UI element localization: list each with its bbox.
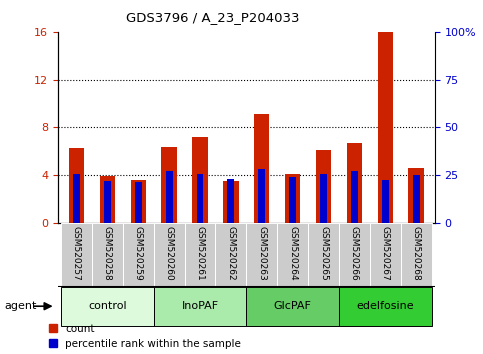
Bar — [378, 32, 393, 223]
Bar — [409, 168, 424, 223]
Text: GSM520258: GSM520258 — [103, 226, 112, 281]
Bar — [161, 147, 177, 223]
Bar — [99, 176, 115, 223]
Bar — [401, 223, 432, 287]
Bar — [370, 223, 401, 287]
Bar — [166, 171, 172, 223]
Text: GDS3796 / A_23_P204033: GDS3796 / A_23_P204033 — [126, 11, 299, 24]
Text: control: control — [88, 301, 127, 311]
Text: GSM520267: GSM520267 — [381, 226, 390, 281]
Bar — [215, 223, 246, 287]
Text: GSM520266: GSM520266 — [350, 226, 359, 281]
Bar — [316, 150, 331, 223]
Bar — [351, 171, 358, 223]
Bar — [130, 180, 146, 223]
Legend: count, percentile rank within the sample: count, percentile rank within the sample — [49, 324, 241, 349]
Bar — [185, 223, 215, 287]
Bar — [135, 182, 142, 223]
Text: agent: agent — [5, 301, 37, 311]
Bar — [285, 174, 300, 223]
Text: GSM520265: GSM520265 — [319, 226, 328, 281]
Bar — [382, 180, 389, 223]
Bar — [154, 287, 246, 326]
Text: GSM520262: GSM520262 — [227, 226, 235, 281]
Bar — [192, 137, 208, 223]
Bar — [320, 174, 327, 223]
Bar — [61, 223, 92, 287]
Bar — [339, 287, 432, 326]
Bar — [246, 223, 277, 287]
Bar — [197, 174, 203, 223]
Bar — [104, 181, 111, 223]
Text: GSM520268: GSM520268 — [412, 226, 421, 281]
Bar — [61, 287, 154, 326]
Text: InoPAF: InoPAF — [182, 301, 219, 311]
Bar — [92, 223, 123, 287]
Text: GSM520260: GSM520260 — [165, 226, 173, 281]
Bar — [246, 287, 339, 326]
Bar — [289, 177, 296, 223]
Bar — [308, 223, 339, 287]
Text: edelfosine: edelfosine — [356, 301, 414, 311]
Text: GSM520261: GSM520261 — [196, 226, 204, 281]
Text: GSM520264: GSM520264 — [288, 226, 297, 281]
Text: GSM520259: GSM520259 — [134, 226, 143, 281]
Text: GlcPAF: GlcPAF — [274, 301, 312, 311]
Bar — [154, 223, 185, 287]
Bar — [347, 143, 362, 223]
Bar — [339, 223, 370, 287]
Bar — [258, 170, 265, 223]
Bar — [277, 223, 308, 287]
Bar — [69, 148, 84, 223]
Text: GSM520263: GSM520263 — [257, 226, 266, 281]
Bar — [413, 175, 420, 223]
Text: GSM520257: GSM520257 — [72, 226, 81, 281]
Bar — [223, 181, 239, 223]
Bar — [227, 179, 234, 223]
Bar — [73, 174, 80, 223]
Bar — [254, 114, 270, 223]
Bar — [123, 223, 154, 287]
